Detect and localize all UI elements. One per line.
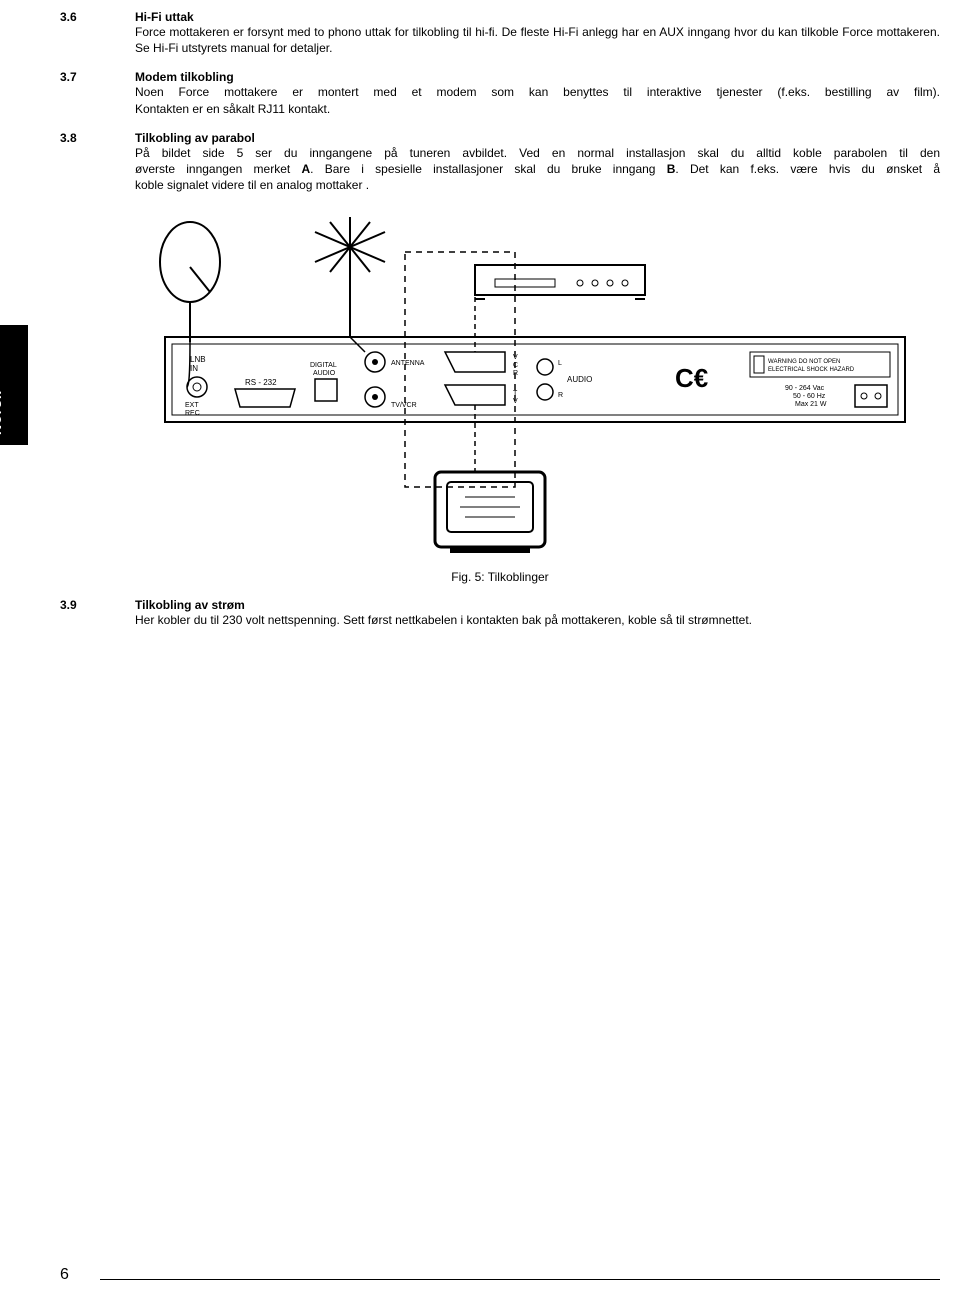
language-tab-text: Norsk (0, 390, 4, 435)
section-3-6: 3.6 Hi-Fi uttak Force mottakeren er fors… (60, 10, 940, 56)
svg-text:50 - 60 Hz: 50 - 60 Hz (793, 393, 826, 400)
svg-text:Max 21 W: Max 21 W (795, 401, 827, 408)
svg-text:AUDIO: AUDIO (313, 370, 336, 377)
section-body: Her kobler du til 230 volt nettspenning.… (135, 612, 940, 628)
label-tv: T (513, 390, 518, 397)
tv-icon (435, 472, 545, 553)
section-3-9: 3.9 Tilkobling av strøm Her kobler du ti… (60, 598, 940, 628)
connection-diagram: LNB IN EXT REC RS - 232 DIGITAL AUDIO AN… (135, 207, 940, 562)
page-content: 3.6 Hi-Fi uttak Force mottakeren er fors… (60, 10, 940, 643)
svg-text:C: C (513, 362, 518, 369)
section-title: Modem tilkobling (135, 70, 234, 84)
page-footer: 6 (60, 1279, 940, 1280)
section-number: 3.6 (60, 10, 135, 24)
section-title: Hi-Fi uttak (135, 10, 194, 24)
section-title: Tilkobling av parabol (135, 131, 255, 145)
svg-text:IN: IN (190, 364, 198, 373)
section-number: 3.9 (60, 598, 135, 612)
language-tab: Norsk (0, 325, 28, 445)
label-tvvcr: TV/VCR (391, 402, 417, 409)
label-audio: AUDIO (567, 375, 592, 384)
diagram-svg: LNB IN EXT REC RS - 232 DIGITAL AUDIO AN… (135, 207, 915, 557)
figure-caption: Fig. 5: Tilkoblinger (60, 570, 940, 584)
label-power: 90 - 264 Vac (785, 385, 825, 392)
vcr-device-icon (475, 265, 645, 299)
label-lnb: LNB (190, 355, 206, 364)
receiver-back-panel: LNB IN EXT REC RS - 232 DIGITAL AUDIO AN… (165, 337, 905, 422)
label-vcr: V (513, 354, 518, 361)
label-digital-audio: DIGITAL (310, 362, 337, 369)
section-title: Tilkobling av strøm (135, 598, 245, 612)
antenna-icon (315, 217, 385, 337)
section-body: På bildet side 5 ser du inngangene på tu… (135, 145, 940, 194)
label-rs232: RS - 232 (245, 378, 277, 387)
svg-text:R: R (558, 392, 563, 399)
section-body: Noen Force mottakere er montert med et m… (135, 84, 940, 116)
section-number: 3.8 (60, 131, 135, 145)
footer-rule (100, 1279, 940, 1280)
svg-text:REC: REC (185, 410, 200, 417)
section-3-8: 3.8 Tilkobling av parabol På bildet side… (60, 131, 940, 194)
section-body: Force mottakeren er forsynt med to phono… (135, 24, 940, 56)
svg-text:L: L (558, 360, 562, 367)
section-number: 3.7 (60, 70, 135, 84)
section-3-7: 3.7 Modem tilkobling Noen Force mottaker… (60, 70, 940, 116)
page-number: 6 (60, 1266, 69, 1284)
svg-text:R: R (513, 370, 518, 377)
label-antenna: ANTENNA (391, 360, 425, 367)
svg-text:V: V (513, 398, 518, 405)
ce-mark: C€ (675, 363, 708, 393)
label-ext: EXT (185, 402, 199, 409)
satellite-dish-icon (160, 222, 220, 342)
label-warning: WARNING DO NOT OPEN (768, 359, 840, 365)
svg-text:ELECTRICAL SHOCK HAZARD: ELECTRICAL SHOCK HAZARD (768, 367, 855, 373)
